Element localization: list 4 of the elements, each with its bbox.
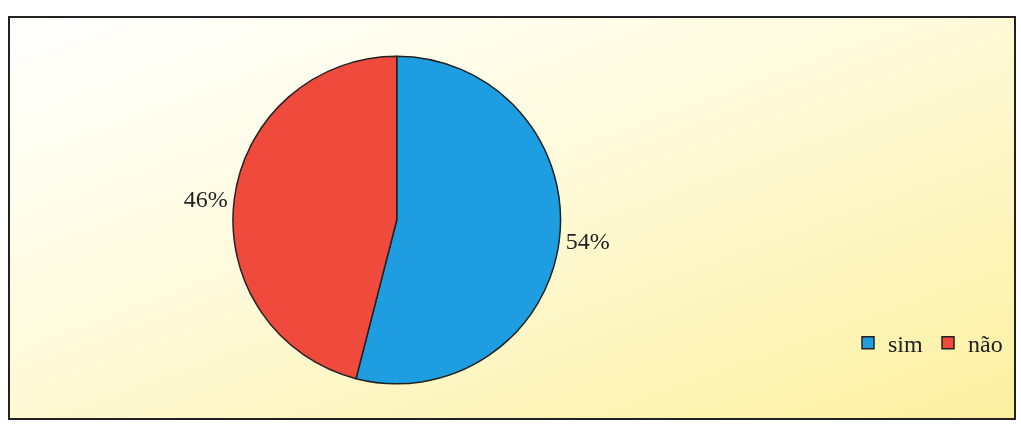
data-label: 46% [183,186,228,213]
legend-label: não [968,331,1003,358]
legend-label: sim [888,331,924,358]
data-label: 54% [565,227,610,254]
